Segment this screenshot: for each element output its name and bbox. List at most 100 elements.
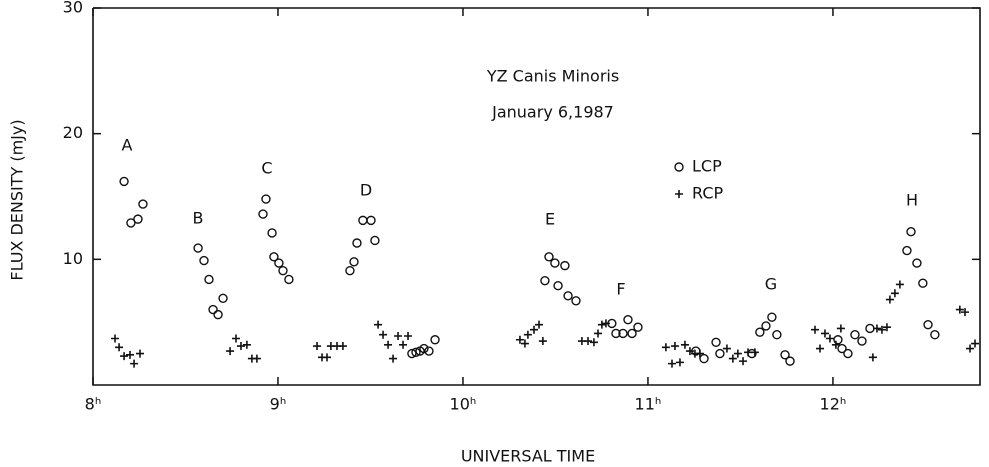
point <box>633 322 643 332</box>
point <box>231 334 240 343</box>
point <box>349 257 359 267</box>
chart-title: YZ Canis Minoris <box>486 67 619 86</box>
peak-label: H <box>906 191 918 210</box>
point <box>750 348 759 357</box>
point <box>837 343 847 354</box>
point <box>722 344 731 353</box>
point <box>584 337 593 346</box>
chart-subtitle: January 6,1987 <box>491 103 614 122</box>
legend-symbol <box>674 162 684 172</box>
point <box>252 354 261 363</box>
point <box>711 337 721 347</box>
point <box>611 328 621 339</box>
point <box>366 215 376 226</box>
point <box>120 352 129 361</box>
point <box>323 353 332 362</box>
point <box>278 265 288 276</box>
point <box>111 334 120 343</box>
point <box>242 340 251 349</box>
point <box>865 323 875 334</box>
point <box>313 342 322 351</box>
point <box>780 350 790 360</box>
point <box>885 295 894 304</box>
point <box>902 245 912 256</box>
point <box>571 296 581 306</box>
point <box>733 349 742 358</box>
point <box>394 331 403 340</box>
point <box>119 176 129 187</box>
point <box>520 339 529 348</box>
point <box>728 354 737 363</box>
point <box>267 228 277 238</box>
point <box>226 347 235 356</box>
point <box>125 350 134 359</box>
point <box>715 348 725 359</box>
point <box>370 235 380 246</box>
peak-label: F <box>616 280 625 299</box>
point <box>872 324 881 333</box>
point <box>785 356 795 366</box>
point <box>971 339 980 348</box>
point <box>695 349 704 358</box>
point <box>744 348 753 357</box>
point <box>115 343 124 352</box>
point <box>661 343 670 352</box>
point <box>966 344 975 353</box>
point <box>540 275 550 286</box>
point <box>930 330 940 340</box>
point <box>404 331 413 340</box>
point <box>685 347 694 356</box>
point <box>430 335 440 345</box>
point <box>274 258 284 268</box>
point <box>833 335 843 345</box>
point <box>668 359 677 368</box>
x-tick-label: 11ʰ <box>635 395 662 414</box>
point <box>126 218 136 228</box>
point <box>825 334 834 343</box>
y-tick-label: 10 <box>63 249 83 268</box>
point <box>589 338 598 347</box>
point <box>563 291 573 301</box>
y-axis-label: FLUX DENSITY (mJy) <box>8 119 27 280</box>
x-tick-label: 12ʰ <box>820 395 847 414</box>
point <box>843 348 853 359</box>
point <box>670 342 679 351</box>
peak-label: A <box>122 136 133 155</box>
peak-label: C <box>261 159 272 178</box>
point <box>399 340 408 349</box>
point <box>772 330 782 340</box>
point <box>523 330 532 339</box>
point <box>515 335 524 344</box>
point <box>138 199 148 209</box>
x-tick-label: 10ʰ <box>450 395 477 414</box>
point <box>882 323 891 332</box>
point <box>419 343 429 354</box>
x-axis-label: UNIVERSAL TIME <box>461 447 595 466</box>
point <box>895 280 904 289</box>
point <box>204 274 214 285</box>
point <box>594 329 603 338</box>
point <box>269 252 279 262</box>
point <box>407 348 417 359</box>
point <box>810 325 819 334</box>
point <box>534 320 543 329</box>
point <box>258 209 268 219</box>
point <box>338 342 347 351</box>
y-tick-label: 20 <box>63 123 83 142</box>
point <box>906 226 916 237</box>
point <box>857 336 867 346</box>
point <box>544 252 554 262</box>
point <box>352 238 362 248</box>
point <box>374 320 383 329</box>
peak-label: B <box>193 209 204 228</box>
point <box>755 327 765 337</box>
point <box>680 340 689 349</box>
point <box>560 260 570 271</box>
point <box>877 325 886 334</box>
point <box>761 321 771 331</box>
point <box>739 357 748 366</box>
point <box>218 293 228 303</box>
point <box>384 340 393 349</box>
x-tick-label: 8ʰ <box>85 395 102 414</box>
